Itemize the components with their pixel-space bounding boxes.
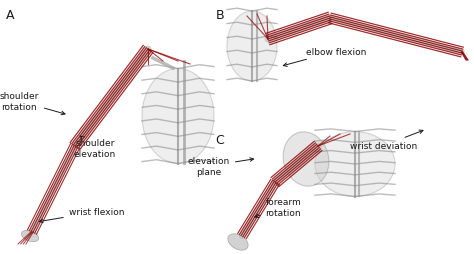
Text: wrist deviation: wrist deviation <box>350 131 423 151</box>
Text: shoulder
elevation: shoulder elevation <box>73 136 116 158</box>
Ellipse shape <box>315 132 395 197</box>
Ellipse shape <box>21 230 38 242</box>
Text: A: A <box>6 9 14 22</box>
Text: elbow flexion: elbow flexion <box>283 47 366 67</box>
Text: shoulder
rotation: shoulder rotation <box>0 92 65 115</box>
Text: B: B <box>216 9 224 22</box>
Ellipse shape <box>227 12 277 82</box>
Text: forearm
rotation: forearm rotation <box>255 197 301 218</box>
Text: C: C <box>216 133 224 146</box>
Ellipse shape <box>142 69 214 164</box>
Text: elevation
plane: elevation plane <box>188 157 254 176</box>
Ellipse shape <box>283 132 329 186</box>
Text: wrist flexion: wrist flexion <box>39 208 124 223</box>
Ellipse shape <box>228 234 248 250</box>
